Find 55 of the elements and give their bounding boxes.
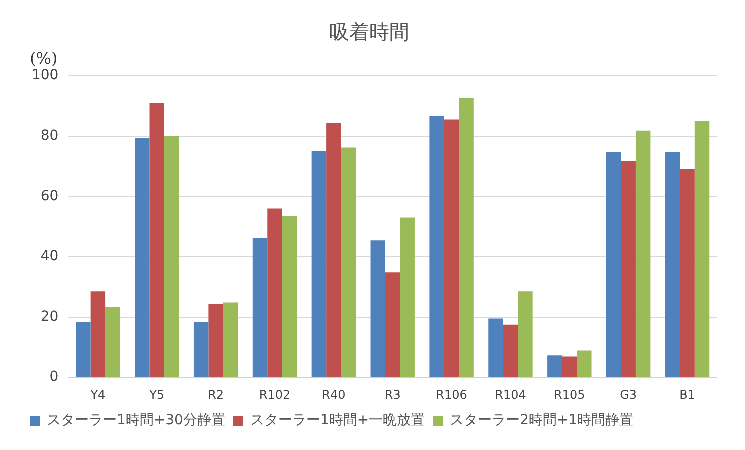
- y-tick-label: 20: [40, 308, 59, 325]
- bar: [90, 292, 106, 378]
- bar: [370, 240, 386, 378]
- x-tick-label: R104: [495, 388, 526, 402]
- bar: [680, 169, 695, 378]
- x-tick-label: R3: [384, 388, 401, 402]
- bar: [385, 272, 400, 378]
- bar: [150, 103, 164, 378]
- bar: [282, 216, 298, 378]
- bar: [548, 356, 562, 378]
- bar: [665, 152, 680, 378]
- x-tick-label: R105: [554, 388, 586, 402]
- bar: [606, 152, 622, 378]
- bar: [194, 322, 209, 378]
- y-tick-label: 100: [32, 68, 59, 84]
- bar: [268, 208, 282, 378]
- bar: [106, 307, 120, 378]
- bar: [577, 350, 592, 378]
- x-tick-label: B1: [680, 388, 696, 402]
- bar: [164, 136, 180, 378]
- bar: [562, 356, 578, 378]
- x-tick-label: Y4: [90, 388, 106, 402]
- legend-label: スターラー2時間+1時間静置: [450, 412, 634, 429]
- y-tick-label: 80: [40, 128, 59, 144]
- x-tick-label: R40: [322, 388, 346, 402]
- y-tick-label: 40: [40, 248, 59, 265]
- bar: [326, 123, 342, 378]
- y-tick-label: 0: [50, 369, 59, 386]
- bar: [252, 238, 268, 378]
- x-tick-label: R106: [436, 388, 468, 402]
- x-tick-label: G3: [620, 388, 638, 402]
- bar: [694, 121, 710, 378]
- bar: [518, 292, 533, 378]
- y-axis-title: (%): [30, 49, 58, 68]
- legend-label: スターラー1時間+30分静置: [47, 412, 226, 429]
- bar: [488, 318, 504, 378]
- bar: [76, 322, 91, 378]
- bar: [208, 304, 224, 378]
- bar: [621, 161, 636, 378]
- bar: [223, 302, 238, 378]
- bar: [430, 116, 444, 378]
- bar: [135, 138, 150, 378]
- x-tick-label: R102: [259, 388, 291, 402]
- bar: [341, 148, 356, 378]
- bar: [503, 324, 518, 378]
- bar: [312, 151, 327, 378]
- bar: [459, 98, 474, 378]
- x-tick-label: R2: [208, 388, 224, 402]
- bar: [444, 120, 460, 378]
- x-tick-label: Y5: [148, 388, 165, 402]
- chart-title: 吸着時間: [330, 20, 410, 44]
- bar: [400, 218, 415, 378]
- legend-label: スターラー1時間+一晩放置: [250, 412, 426, 429]
- y-tick-label: 60: [40, 188, 59, 204]
- bar: [636, 130, 651, 378]
